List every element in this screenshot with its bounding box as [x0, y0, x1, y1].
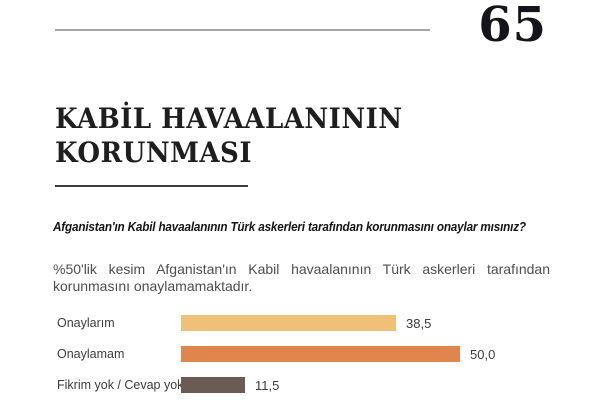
- bar-value: 11,5: [255, 377, 280, 393]
- page-title: KABİL HAVAALANININ KORUNMASI: [55, 102, 403, 169]
- page-number: 65: [478, 0, 547, 53]
- page-title-line1: KABİL HAVAALANININ: [55, 102, 403, 135]
- survey-question: Afganistan'ın Kabil havaalanının Türk as…: [53, 220, 526, 234]
- bar-onaylarim: [181, 315, 396, 331]
- chart-row: Fikrim yok / Cevap yok 11,5: [57, 377, 279, 393]
- bar-label: Onaylamam: [57, 347, 125, 361]
- chart-row: Onaylamam 50,0: [57, 346, 495, 362]
- bar-onaylamam: [181, 346, 460, 362]
- title-underline: [55, 185, 248, 187]
- bar-value: 50,0: [470, 346, 496, 362]
- top-divider-rule: [55, 29, 430, 31]
- bar-label: Onaylarım: [57, 316, 115, 330]
- bar-value: 38,5: [406, 315, 432, 331]
- chart-row: Onaylarım 38,5: [57, 315, 431, 331]
- page-title-line2: KORUNMASI: [55, 135, 252, 169]
- summary-text: %50'lik kesim Afganistan'ın Kabil havaal…: [53, 261, 550, 294]
- bar-fikrim-yok: [181, 377, 245, 393]
- bar-label: Fikrim yok / Cevap yok: [57, 378, 184, 392]
